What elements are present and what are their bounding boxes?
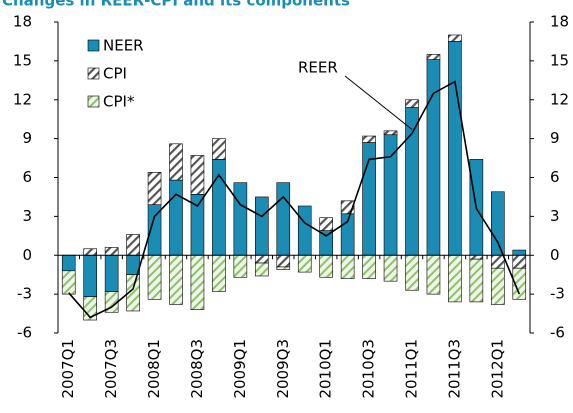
y-tick-label: 0 [22,246,32,264]
legend-swatch [87,95,100,108]
bar [512,267,527,300]
bar [405,99,419,108]
bar [61,270,76,295]
x-tick-label: 2010Q1 [317,339,335,399]
bar [383,130,398,136]
y-tick-label: -6 [17,324,32,342]
x-tick-label: 2011Q1 [403,339,421,399]
y2-tick-label: 6 [550,168,560,186]
y-tick-label: 18 [13,13,32,31]
y-tick-label: 15 [13,51,32,69]
x-tick-label: 2007Q1 [59,339,77,399]
bar [448,254,462,303]
x-tick-label: 2009Q3 [274,339,292,399]
bar [212,254,226,292]
legend-label: CPI* [103,93,135,111]
legend-swatch [87,39,100,52]
legend-label: CPI [103,65,127,83]
bar [83,248,97,256]
reer-line [68,80,521,319]
bar [233,182,248,256]
y2-tick-label: -3 [550,285,565,303]
bar [276,254,291,268]
y2-tick-label: -6 [550,324,565,342]
x-tick-label: 2012Q1 [488,339,506,399]
bar [297,254,312,273]
bar [319,254,333,278]
bar [233,254,248,278]
bar [362,135,376,143]
y-tick-label: 9 [22,129,32,147]
bar [319,230,333,256]
x-tick-label: 2008Q1 [145,339,163,399]
y-tick-label: -3 [17,285,32,303]
bar [126,274,140,312]
bar [276,182,291,256]
x-tick-label: 2011Q3 [445,339,463,399]
x-tick-label: 2007Q3 [102,339,120,399]
y2-tick-label: 12 [550,90,569,108]
x-tick-label: 2010Q3 [360,339,378,399]
bar [405,254,419,291]
bar [255,254,269,264]
legend-swatch [87,67,100,80]
y2-tick-label: 18 [550,13,569,31]
bar [126,234,140,256]
bar [491,267,505,305]
bar [469,254,484,260]
bar [169,254,183,305]
bar [448,41,462,256]
bar [491,254,505,269]
chart-title: Changes in REER-CPI and its components [2,0,350,10]
bar [83,254,97,298]
bar [169,143,183,181]
bar [104,254,119,292]
legend-label: NEER [103,37,144,55]
bar [169,179,183,256]
bar [469,258,484,303]
bar [383,254,398,282]
bar [190,155,205,195]
bar [297,205,312,256]
y-tick-label: 12 [13,90,32,108]
bar [512,249,527,256]
y2-tick-label: 0 [550,246,560,264]
bar [147,254,162,300]
bar [426,54,441,60]
bar [212,138,226,160]
bar [319,217,333,231]
bar [491,191,505,256]
y2-tick-label: 3 [550,207,560,225]
bar [512,254,527,269]
bar [426,59,441,256]
bar [61,254,76,272]
annotation: REER [298,59,338,77]
y-tick-label: 3 [22,207,32,225]
x-tick-label: 2008Q3 [188,339,206,399]
bar [448,34,462,42]
bar [340,254,355,279]
bar [255,196,269,256]
bar [405,107,419,256]
bar [426,254,441,295]
bar [276,266,291,270]
x-tick-label: 2009Q1 [231,339,249,399]
bar [255,262,269,277]
bar [362,254,376,279]
y-tick-label: 6 [22,168,32,186]
bar [190,254,205,310]
annotation-arrow [344,75,413,130]
bar [104,247,119,256]
y2-tick-label: 9 [550,129,560,147]
y2-tick-label: 15 [550,51,569,69]
bar [147,172,162,206]
